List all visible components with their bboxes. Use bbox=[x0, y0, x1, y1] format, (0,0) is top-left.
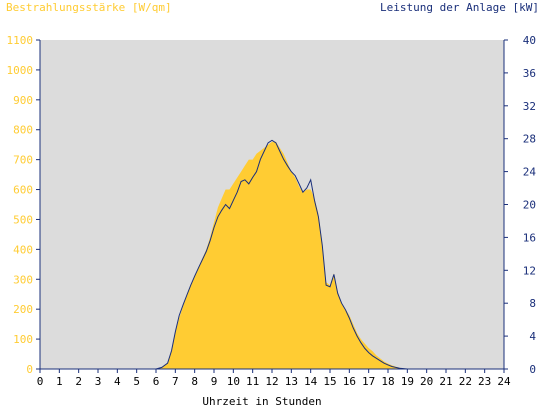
y-right-tick-label: 36 bbox=[523, 67, 536, 80]
x-tick-label: 2 bbox=[75, 375, 82, 388]
x-axis-label: Uhrzeit in Stunden bbox=[202, 395, 321, 408]
x-tick-label: 21 bbox=[439, 375, 452, 388]
x-tick-label: 14 bbox=[304, 375, 318, 388]
x-tick-label: 15 bbox=[323, 375, 336, 388]
y-right-tick-label: 40 bbox=[523, 34, 536, 47]
y-left-tick-label: 300 bbox=[13, 273, 33, 286]
x-tick-label: 18 bbox=[381, 375, 394, 388]
x-tick-label: 1 bbox=[56, 375, 63, 388]
y-right-tick-label: 8 bbox=[529, 297, 536, 310]
y-right-tick-label: 4 bbox=[529, 330, 536, 343]
y-axis-right: 0 4 8 12 16 20 24 28 32 36 40 bbox=[503, 34, 537, 376]
x-tick-label: 3 bbox=[95, 375, 102, 388]
y-right-tick-label: 12 bbox=[523, 264, 536, 277]
x-axis: 0 1 2 3 4 5 6 7 8 9 10 11 12 13 14 15 16 17 18 19 20 21 22 23 24 bbox=[37, 368, 511, 388]
title-right-power: Leistung der Anlage [kW] bbox=[380, 1, 539, 14]
x-tick-label: 9 bbox=[211, 375, 218, 388]
x-tick-label: 7 bbox=[172, 375, 179, 388]
x-tick-label: 5 bbox=[133, 375, 140, 388]
y-right-tick-label: 28 bbox=[523, 133, 536, 146]
x-tick-label: 19 bbox=[401, 375, 414, 388]
x-tick-label: 20 bbox=[420, 375, 433, 388]
y-left-tick-label: 400 bbox=[13, 243, 33, 256]
x-tick-label: 8 bbox=[191, 375, 198, 388]
y-right-tick-label: 20 bbox=[523, 199, 536, 212]
series-power-line bbox=[40, 139, 504, 370]
x-tick-label: 4 bbox=[114, 375, 121, 388]
y-right-tick-label: 24 bbox=[523, 166, 537, 179]
x-tick-label: 24 bbox=[497, 375, 511, 388]
x-tick-label: 6 bbox=[153, 375, 160, 388]
y-left-tick-label: 700 bbox=[13, 154, 33, 167]
y-right-tick-label: 16 bbox=[523, 231, 536, 244]
x-tick-label: 10 bbox=[227, 375, 240, 388]
x-tick-label: 22 bbox=[459, 375, 472, 388]
y-right-tick-label: 0 bbox=[529, 363, 536, 376]
y-axis-left: 0 100 200 300 400 500 600 700 800 900 1000 1100 bbox=[7, 34, 41, 376]
series-irradiance-area bbox=[156, 141, 408, 369]
x-tick-label: 13 bbox=[285, 375, 298, 388]
x-tick-label: 12 bbox=[265, 375, 278, 388]
x-tick-label: 16 bbox=[343, 375, 356, 388]
y-left-tick-label: 0 bbox=[26, 363, 33, 376]
y-left-tick-label: 100 bbox=[13, 333, 33, 346]
y-left-tick-label: 900 bbox=[13, 94, 33, 107]
y-left-tick-label: 500 bbox=[13, 213, 33, 226]
x-tick-label: 0 bbox=[37, 375, 44, 388]
x-tick-label: 17 bbox=[362, 375, 375, 388]
y-left-tick-label: 800 bbox=[13, 124, 33, 137]
y-left-tick-label: 200 bbox=[13, 303, 33, 316]
y-left-tick-label: 600 bbox=[13, 184, 33, 197]
y-right-tick-label: 32 bbox=[523, 100, 536, 113]
y-left-tick-label: 1100 bbox=[7, 34, 34, 47]
x-tick-label: 11 bbox=[246, 375, 259, 388]
x-tick-label: 23 bbox=[478, 375, 491, 388]
title-left-irradiance: Bestrahlungsstärke [W/qm] bbox=[6, 1, 172, 14]
y-left-tick-label: 1000 bbox=[7, 64, 34, 77]
